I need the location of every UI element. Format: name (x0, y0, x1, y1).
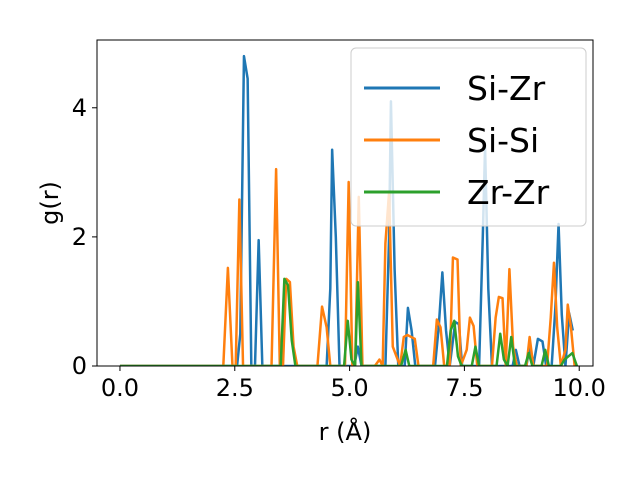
legend: Si-Zr Si-Si Zr-Zr (350, 47, 587, 227)
y-tick-label: 2 (72, 223, 87, 251)
series-line-zr-zr (119, 277, 579, 366)
x-tick-label: 0.0 (101, 374, 139, 402)
legend-label-zr-zr: Zr-Zr (467, 173, 550, 212)
series-line-si-si (119, 167, 576, 366)
legend-label-si-zr: Si-Zr (467, 69, 546, 108)
y-tick-label: 4 (72, 94, 87, 122)
x-axis-label: r (Å) (319, 417, 372, 446)
y-tick-label: 0 (72, 352, 87, 380)
series-lines (119, 54, 579, 366)
x-tick-label: 5.0 (331, 374, 369, 402)
y-axis-label: g(r) (36, 181, 64, 225)
plot-frame (96, 39, 594, 367)
axis-ticks: 0.0 2.5 5.0 7.5 10.0 0 2 4 (72, 94, 606, 402)
legend-box (350, 47, 587, 227)
x-tick-label: 7.5 (445, 374, 483, 402)
x-tick-label: 2.5 (216, 374, 254, 402)
legend-label-si-si: Si-Si (467, 121, 539, 160)
x-tick-label: 10.0 (553, 374, 606, 402)
series-line-si-zr (119, 54, 575, 366)
